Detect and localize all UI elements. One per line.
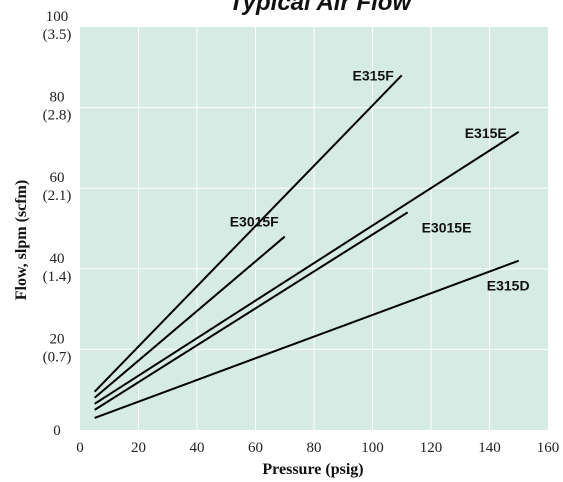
- x-tick-label: 120: [420, 440, 443, 456]
- y-tick-label: 0: [53, 423, 61, 439]
- x-tick-label: 20: [131, 440, 146, 456]
- y-tick-labels: 0 20 (0.7) 40 (1.4) 60 (2.1) 80 (2.8) 100 (3.5): [43, 9, 72, 439]
- y-tick-sublabel: (3.5): [43, 27, 72, 43]
- y-tick-sublabel: (2.8): [43, 108, 72, 124]
- x-axis-label: Pressure (psig): [262, 461, 363, 478]
- y-tick-label: 20: [50, 331, 65, 347]
- x-tick-label: 0: [76, 440, 84, 456]
- series-label-e315d: E315D: [487, 278, 530, 294]
- x-tick-label: 40: [190, 440, 205, 456]
- chart-title: Typical Air Flow: [229, 0, 413, 16]
- y-tick-label: 40: [50, 251, 65, 267]
- y-tick-label: 80: [50, 90, 65, 106]
- y-tick-label: 100: [46, 9, 69, 25]
- series-label-e315e: E315E: [465, 125, 507, 141]
- x-tick-label: 100: [361, 440, 384, 456]
- series-line-e3015f: [93, 235, 286, 399]
- series-label-e3015e: E3015E: [422, 219, 472, 235]
- series-line-e3015e: [94, 211, 409, 411]
- series-line-e315e: [94, 130, 520, 405]
- x-tick-label: 80: [307, 440, 322, 456]
- series-label-e3015f: E3015F: [230, 214, 279, 230]
- series-labels: E315F E3015F E315E E3015E E315D: [230, 67, 530, 293]
- x-tick-labels: 0 20 40 60 80 100 120 140 160: [76, 440, 559, 456]
- series-lines: [93, 74, 520, 419]
- series-label-e315f: E315F: [353, 67, 395, 83]
- y-tick-sublabel: (1.4): [43, 269, 72, 285]
- grid-lines: [80, 27, 548, 430]
- x-tick-label: 160: [537, 440, 560, 456]
- series-line-e315d: [94, 259, 520, 419]
- y-axis-label: Flow, slpm (scfm): [13, 180, 30, 300]
- y-tick-sublabel: (0.7): [43, 349, 72, 365]
- y-tick-sublabel: (2.1): [43, 188, 72, 204]
- x-tick-label: 60: [248, 440, 263, 456]
- x-tick-label: 140: [478, 440, 501, 456]
- y-tick-label: 60: [50, 170, 65, 186]
- series-line-e315f: [93, 74, 403, 393]
